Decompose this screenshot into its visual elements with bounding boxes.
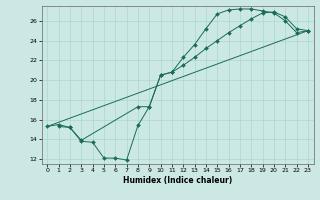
X-axis label: Humidex (Indice chaleur): Humidex (Indice chaleur) (123, 176, 232, 185)
